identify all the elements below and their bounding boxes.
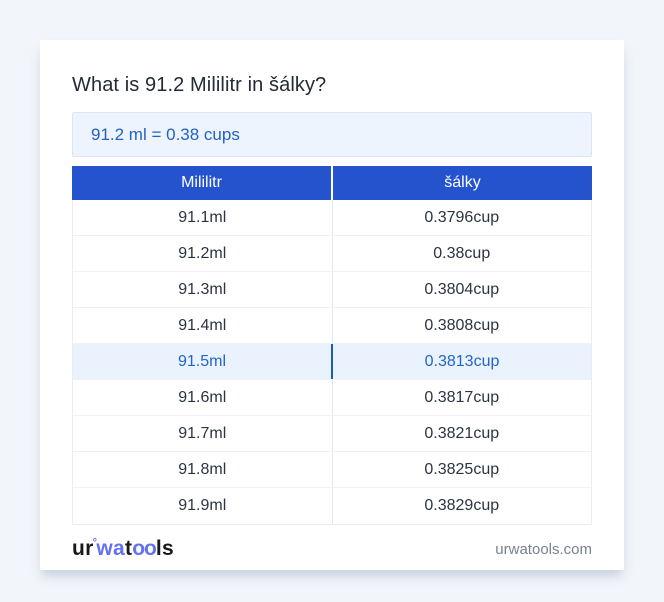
cup-value-cell: 0.3796cup [424,208,500,226]
cup-value-cell: 0.3808cup [424,316,500,334]
urwatools-logo[interactable]: ur°watools [72,537,174,561]
table-body: 91.1ml 0.3796cup 91.2ml 0.38cup 91.3ml 0.3804… [72,200,592,525]
ml-value-cell: 91.9ml [73,488,333,524]
cup-value-cell: 0.3817cup [424,388,500,406]
ml-value-cell: 91.1ml [73,200,333,235]
cup-value-cell: 0.3825cup [424,460,500,478]
cup-value-cell: 0.3813cup [424,352,500,370]
conversion-answer-text: 91.2 ml = 0.38 cups [91,124,240,144]
card-footer: ur°watools urwatools.com [72,532,592,566]
table-row[interactable]: 91.5ml 0.3813cup [73,344,591,380]
table-row[interactable]: 91.4ml 0.3808cup [73,308,591,344]
table-header-salky: šálky [333,166,592,200]
conversion-card: What is 91.2 Mililitr in šálky? 91.2 ml … [40,40,624,570]
conversion-answer-box: 91.2 ml = 0.38 cups [72,112,592,157]
table-row[interactable]: 91.1ml 0.3796cup [73,200,591,236]
cup-value-cell: 0.38cup [433,244,491,262]
table-row[interactable]: 91.6ml 0.3817cup [73,380,591,416]
logo-segment: wa [96,537,125,560]
table-row[interactable]: 91.3ml 0.3804cup [73,272,591,308]
page-title: What is 91.2 Mililitr in šálky? [72,74,327,96]
logo-degree-icon: ° [92,537,98,549]
table-header-mililitr: Mililitr [72,166,333,200]
ml-value-cell: 91.6ml [73,380,333,415]
cup-value-cell: 0.3804cup [424,280,500,298]
logo-segment: ls [155,537,175,560]
logo-segment: ur [72,537,94,560]
cup-value-cell: 0.3829cup [424,497,500,514]
table-row[interactable]: 91.2ml 0.38cup [73,236,591,272]
logo-segment: t [124,537,133,560]
cup-value-cell: 0.3821cup [424,424,500,442]
ml-value-cell: 91.3ml [73,272,333,307]
ml-value-cell: 91.2ml [73,236,333,271]
ml-value-cell: 91.5ml [73,344,333,379]
table-row[interactable]: 91.9ml 0.3829cup [73,488,591,524]
table-row[interactable]: 91.8ml 0.3825cup [73,452,591,488]
ml-value-cell: 91.4ml [73,308,333,343]
ml-value-cell: 91.8ml [73,452,333,487]
site-domain-text: urwatools.com [495,540,592,558]
conversion-table: Mililitr šálky 91.1ml 0.3796cup 91.2ml 0.38… [72,166,592,525]
table-header-row: Mililitr šálky [72,166,592,200]
ml-value-cell: 91.7ml [73,416,333,451]
logo-glasses-oo: oo [132,537,157,560]
table-row[interactable]: 91.7ml 0.3821cup [73,416,591,452]
